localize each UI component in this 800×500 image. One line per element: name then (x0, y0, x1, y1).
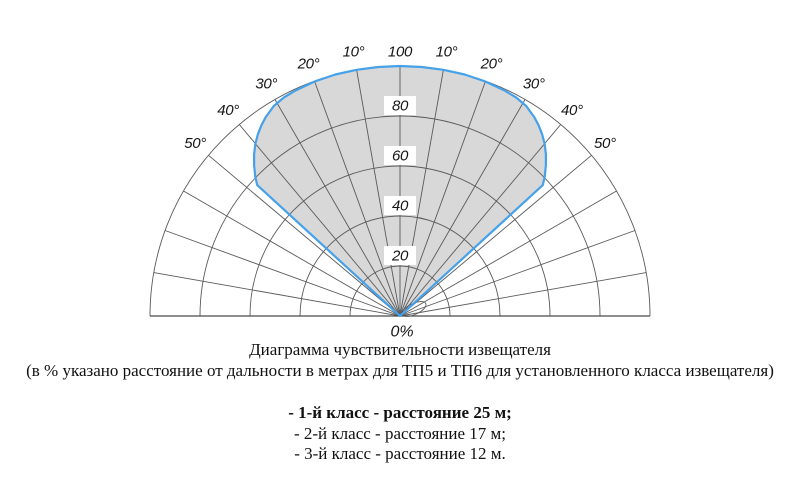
radial-label-box (384, 146, 416, 165)
radial-label: 20 (391, 248, 409, 265)
radial-label-box (384, 196, 416, 215)
origin-label: 0% (390, 324, 413, 341)
angle-grid-spoke (399, 190, 617, 317)
angle-grid-spoke (399, 99, 526, 317)
angle-label: 10° (436, 44, 458, 61)
radial-label-box (384, 96, 416, 115)
angle-grid-spoke (208, 154, 401, 317)
angle-grid-spoke (399, 272, 647, 317)
radial-label: 80 (392, 98, 409, 115)
angle-grid-spoke (399, 230, 636, 317)
sensitivity-polar-chart: 10° 10° 20° 20° 30° 30° 40° 40° 50° 50° 80 60 40 20 10… (149, 44, 651, 341)
angle-grid-spoke (164, 230, 401, 317)
radial-label: 60 (392, 148, 409, 165)
angle-grid-spoke (314, 80, 401, 317)
angle-label: 40° (561, 102, 583, 119)
angle-label: 50° (594, 135, 616, 152)
class-item-3: - 3-й класс - расстояние 12 м. (294, 444, 506, 463)
angle-grid-spoke (399, 80, 486, 317)
angle-label: 50° (184, 135, 206, 152)
angle-label: 40° (217, 102, 239, 119)
class-item-1: - 1-й класс - расстояние 25 м; (288, 403, 512, 422)
chart-subtitle: (в % указано расстояние от дальности в м… (26, 361, 774, 380)
angle-grid-spoke (356, 69, 401, 317)
chart-title: Диаграмма чувствительности извещателя (249, 340, 551, 359)
angle-grid-spoke (274, 99, 401, 317)
radial-max-label: 100 (388, 44, 413, 61)
angle-grid-spoke (238, 124, 401, 317)
lobe-outline (253, 64, 547, 318)
angle-label: 20° (297, 56, 320, 73)
angle-label: 30° (523, 75, 545, 92)
angle-label: 30° (255, 75, 277, 92)
radial-label: 40 (392, 198, 409, 215)
radial-label-box (384, 246, 416, 265)
angle-label: 10° (343, 44, 365, 61)
angle-grid-spoke (183, 190, 401, 317)
angle-grid-spoke (399, 69, 444, 317)
class-item-2: - 2-й класс - расстояние 17 м; (293, 423, 507, 443)
angle-grid-spoke (153, 272, 401, 317)
angle-label: 20° (480, 56, 503, 73)
detector-class-list: - 1-й класс - расстояние 25 м; - 2-й кла… (0, 403, 800, 465)
angle-grid-spoke (399, 124, 562, 317)
angle-grid-spoke (399, 154, 592, 317)
